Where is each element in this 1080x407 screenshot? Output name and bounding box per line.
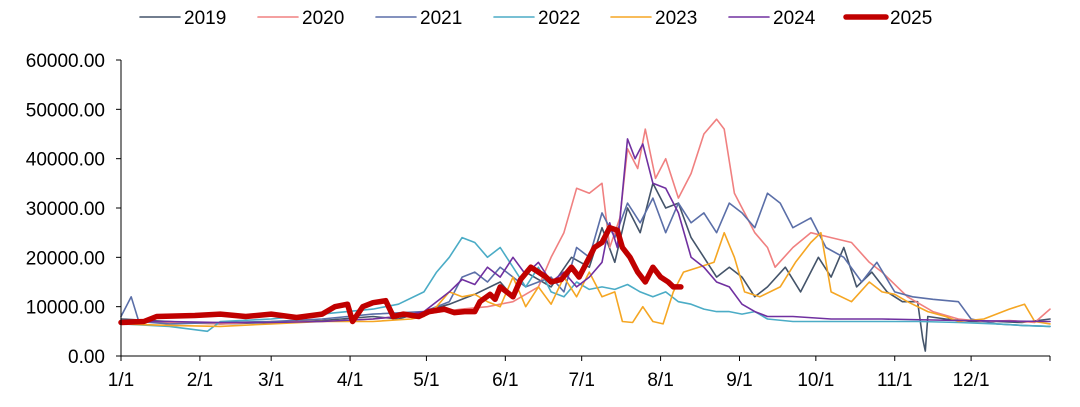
y-tick-label: 0.00 bbox=[68, 347, 105, 368]
legend-label-2022: 2022 bbox=[538, 8, 580, 29]
x-tick-label: 6/1 bbox=[492, 370, 518, 391]
x-tick-label: 2/1 bbox=[187, 370, 213, 391]
legend-label-2023: 2023 bbox=[655, 8, 697, 29]
series-line-2025 bbox=[118, 224, 684, 326]
series-layer bbox=[118, 118, 1051, 352]
series-line-2021 bbox=[120, 192, 1051, 328]
legend-label-2025: 2025 bbox=[890, 8, 932, 29]
x-tick-label: 5/1 bbox=[413, 370, 439, 391]
axes-layer bbox=[120, 60, 1050, 357]
series-line-2020 bbox=[120, 118, 1051, 325]
legend-label-2021: 2021 bbox=[420, 8, 462, 29]
x-axis-ticks: 1/1 2/1 3/1 4/1 5/1 6/1 7/1 8/1 9/1 10/1 11/1 12/1 bbox=[108, 356, 1051, 391]
x-tick-label: 10/1 bbox=[797, 370, 834, 391]
series-line-2024 bbox=[120, 138, 1051, 324]
y-tick-label: 30000.00 bbox=[26, 199, 105, 220]
y-tick-label: 20000.00 bbox=[26, 248, 105, 269]
legend-label-2024: 2024 bbox=[773, 8, 816, 29]
x-tick-label: 3/1 bbox=[258, 370, 284, 391]
x-tick-label: 9/1 bbox=[726, 370, 752, 391]
x-tick-label: 11/1 bbox=[877, 370, 913, 391]
x-tick-label: 8/1 bbox=[647, 370, 673, 391]
legend-label-2019: 2019 bbox=[184, 8, 226, 29]
y-tick-label: 60000.00 bbox=[26, 51, 105, 72]
series-line-2022 bbox=[120, 236, 1051, 333]
y-tick-label: 10000.00 bbox=[26, 298, 105, 319]
y-axis-ticks: 0.00 10000.00 20000.00 30000.00 40000.00 5000… bbox=[26, 51, 121, 368]
legend: 2019 2020 2021 2022 2023 2024 2025 bbox=[139, 8, 932, 29]
x-tick-label: 7/1 bbox=[568, 370, 594, 391]
legend-label-2020: 2020 bbox=[302, 8, 344, 29]
x-tick-label: 4/1 bbox=[337, 370, 363, 391]
x-tick-label: 12/1 bbox=[953, 370, 990, 391]
y-tick-label: 40000.00 bbox=[26, 150, 105, 171]
y-tick-label: 50000.00 bbox=[26, 100, 105, 121]
x-tick-label: 1/1 bbox=[108, 370, 134, 391]
